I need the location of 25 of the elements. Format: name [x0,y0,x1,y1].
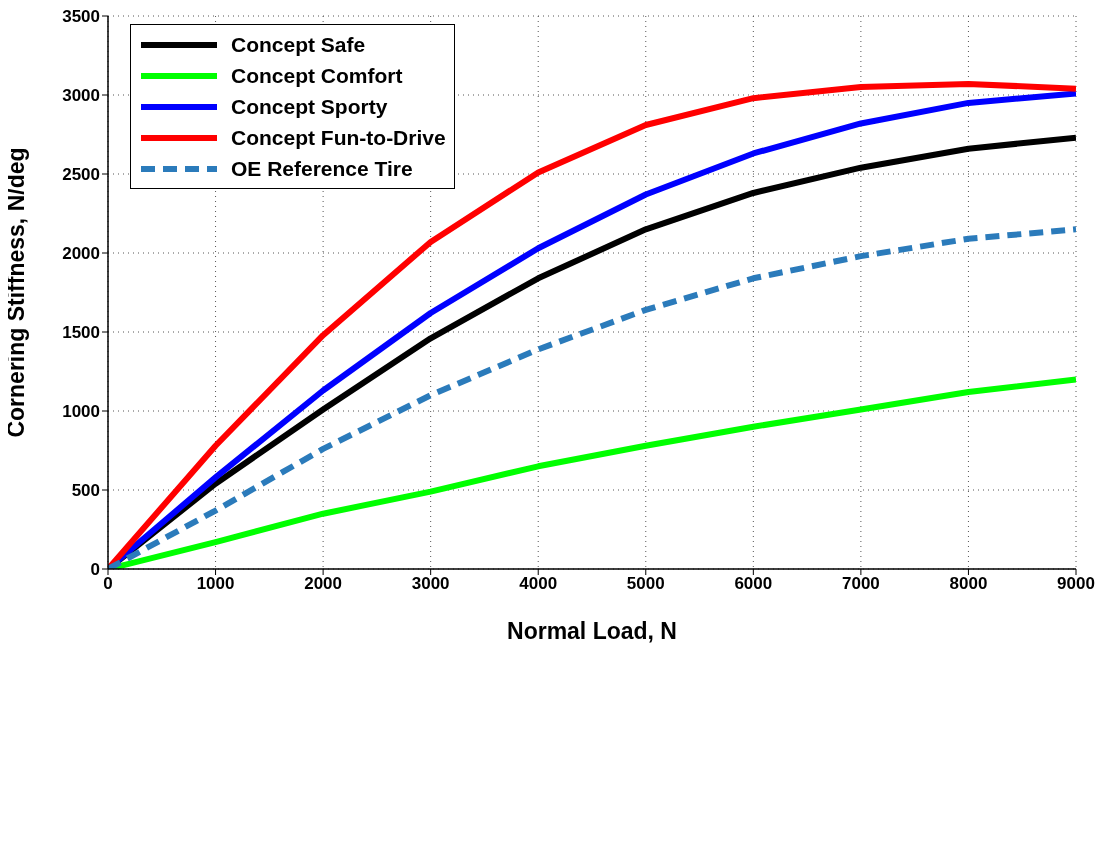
x-tick-label: 3000 [411,574,450,594]
x-tick-label: 6000 [734,574,773,594]
x-tick-label: 9000 [1057,574,1095,594]
legend-label: OE Reference Tire [231,156,413,181]
y-tick-label: 0 [90,560,100,580]
x-tick-label: 1000 [196,574,235,594]
x-tick-label: 8000 [949,574,988,594]
y-tick-label: 2000 [62,244,100,264]
y-tick-label: 3500 [62,7,100,27]
legend-label: Concept Safe [231,32,366,57]
legend-label: Concept Sporty [231,94,388,119]
y-tick-label: 1500 [62,323,100,343]
x-tick-label: 7000 [841,574,880,594]
x-tick-label: 5000 [626,574,665,594]
legend-label: Concept Fun-to-Drive [231,125,446,150]
y-axis-title: Cornering Stiffness, N/deg [3,147,30,438]
x-tick-label: 0 [103,574,113,594]
legend-label: Concept Comfort [231,63,403,88]
y-tick-label: 500 [71,481,100,501]
x-axis-title: Normal Load, N [507,618,677,644]
x-tick-label: 4000 [519,574,558,594]
y-tick-label: 2500 [62,165,100,185]
x-tick-label: 2000 [304,574,343,594]
y-tick-label: 3000 [62,86,100,106]
y-tick-label: 1000 [62,402,100,422]
